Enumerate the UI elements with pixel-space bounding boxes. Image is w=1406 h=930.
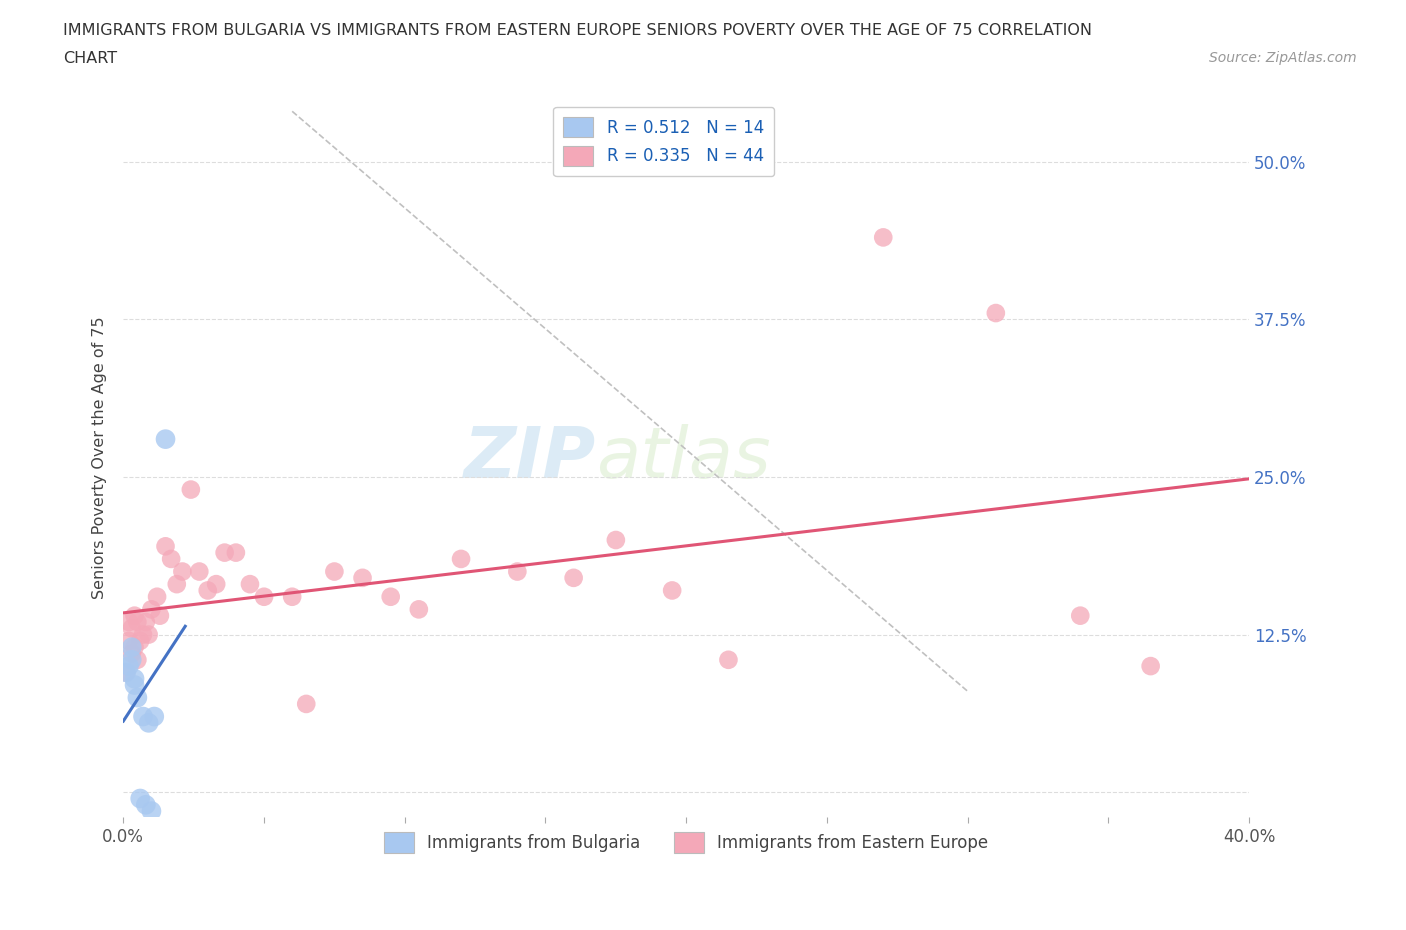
Point	[135, 797, 157, 812]
Point	[872, 230, 894, 245]
Point	[166, 577, 188, 591]
Point	[127, 690, 149, 705]
Point	[118, 658, 141, 673]
Point	[121, 646, 143, 661]
Point	[197, 583, 219, 598]
Point	[141, 602, 163, 617]
Point	[155, 432, 177, 446]
Point	[188, 565, 211, 579]
Point	[143, 709, 166, 724]
Point	[127, 615, 149, 630]
Point	[124, 608, 146, 623]
Point	[121, 640, 143, 655]
Point	[129, 633, 152, 648]
Point	[281, 590, 304, 604]
Point	[124, 640, 146, 655]
Text: CHART: CHART	[63, 51, 117, 66]
Point	[717, 652, 740, 667]
Point	[984, 306, 1007, 321]
Point	[127, 652, 149, 667]
Point	[352, 570, 374, 585]
Point	[118, 615, 141, 630]
Point	[408, 602, 430, 617]
Point	[225, 545, 247, 560]
Legend: Immigrants from Bulgaria, Immigrants from Eastern Europe: Immigrants from Bulgaria, Immigrants fro…	[377, 826, 995, 859]
Point	[149, 608, 172, 623]
Point	[562, 570, 585, 585]
Point	[121, 621, 143, 636]
Point	[506, 565, 529, 579]
Text: ZIP: ZIP	[464, 423, 596, 493]
Point	[160, 551, 183, 566]
Point	[129, 791, 152, 806]
Point	[253, 590, 276, 604]
Point	[380, 590, 402, 604]
Point	[605, 533, 627, 548]
Point	[135, 615, 157, 630]
Point	[138, 715, 160, 730]
Point	[295, 697, 318, 711]
Point	[146, 590, 169, 604]
Point	[138, 627, 160, 642]
Point	[124, 678, 146, 693]
Point	[180, 482, 202, 497]
Point	[141, 804, 163, 818]
Point	[155, 538, 177, 553]
Point	[214, 545, 236, 560]
Point	[323, 565, 346, 579]
Text: atlas: atlas	[596, 423, 770, 493]
Point	[132, 709, 155, 724]
Point	[1069, 608, 1091, 623]
Point	[118, 633, 141, 648]
Point	[115, 665, 138, 680]
Point	[132, 627, 155, 642]
Point	[661, 583, 683, 598]
Point	[121, 652, 143, 667]
Point	[172, 565, 194, 579]
Point	[205, 577, 228, 591]
Point	[115, 665, 138, 680]
Point	[239, 577, 262, 591]
Point	[124, 671, 146, 686]
Point	[1139, 658, 1161, 673]
Text: IMMIGRANTS FROM BULGARIA VS IMMIGRANTS FROM EASTERN EUROPE SENIORS POVERTY OVER : IMMIGRANTS FROM BULGARIA VS IMMIGRANTS F…	[63, 23, 1092, 38]
Point	[450, 551, 472, 566]
Text: Source: ZipAtlas.com: Source: ZipAtlas.com	[1209, 51, 1357, 65]
Y-axis label: Seniors Poverty Over the Age of 75: Seniors Poverty Over the Age of 75	[93, 317, 107, 599]
